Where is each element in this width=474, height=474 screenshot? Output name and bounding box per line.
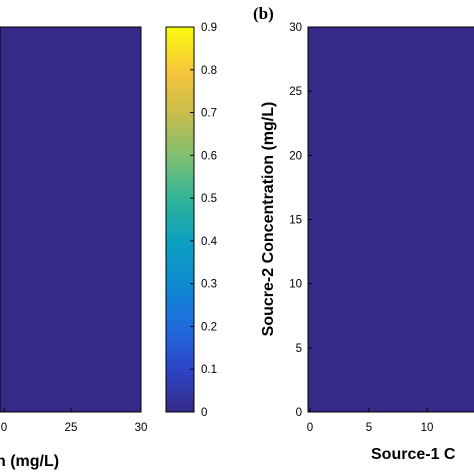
colorbar-tick-label: 0.7 <box>201 108 217 120</box>
colorbar-tick-label: 0.4 <box>201 236 218 248</box>
colorbar-tick-label: 0.5 <box>201 193 217 205</box>
y-tick-label: 0 <box>296 407 302 419</box>
x-tick-label: 10 <box>421 422 434 434</box>
right-heatmap-area <box>307 26 474 413</box>
colorbar-tick-label: 0.9 <box>201 22 217 34</box>
colorbar: 0.9 0.8 0.7 0.6 0.5 0.4 0.3 0.2 0.1 0 <box>165 22 218 419</box>
panel-label-b: (b) <box>253 4 274 23</box>
colorbar-ticks: 0.9 0.8 0.7 0.6 0.5 0.4 0.3 0.2 0.1 0 <box>190 22 218 419</box>
colorbar-tick-label: 0.8 <box>201 65 217 77</box>
colorbar-tick-label: 0.3 <box>201 279 217 291</box>
right-panel: (b) 0 5 10 15 20 25 30 0 5 10 Soucre-2 Concentra… <box>253 4 474 463</box>
x-tick-label: 0 <box>1 422 7 434</box>
right-x-ticks: 0 5 10 <box>307 408 434 434</box>
right-y-axis-title: Soucre-2 Concentration (mg/L) <box>260 102 277 337</box>
left-x-ticks: 0 25 30 <box>1 408 148 434</box>
colorbar-gradient <box>165 26 195 413</box>
colorbar-tick-label: 0.2 <box>201 321 217 333</box>
y-tick-label: 25 <box>289 86 302 98</box>
x-tick-label: 30 <box>135 422 148 434</box>
left-heatmap-area <box>0 26 142 413</box>
colorbar-tick-label: 0 <box>201 407 207 419</box>
y-tick-label: 20 <box>289 150 302 162</box>
colorbar-tick-label: 0.6 <box>201 150 217 162</box>
x-tick-label: 25 <box>65 422 78 434</box>
x-tick-label: 5 <box>366 422 372 434</box>
left-x-axis-title: n (mg/L) <box>0 453 59 470</box>
y-tick-label: 30 <box>289 22 302 34</box>
x-tick-label: 0 <box>307 422 313 434</box>
left-panel: 0 25 30 n (mg/L) <box>0 26 148 470</box>
right-y-ticks: 0 5 10 15 20 25 30 <box>289 22 312 419</box>
y-tick-label: 10 <box>289 279 302 291</box>
colorbar-tick-label: 0.1 <box>201 364 217 376</box>
right-x-axis-title: Source-1 C <box>371 446 456 463</box>
y-tick-label: 5 <box>296 343 302 355</box>
y-tick-label: 15 <box>289 215 302 227</box>
